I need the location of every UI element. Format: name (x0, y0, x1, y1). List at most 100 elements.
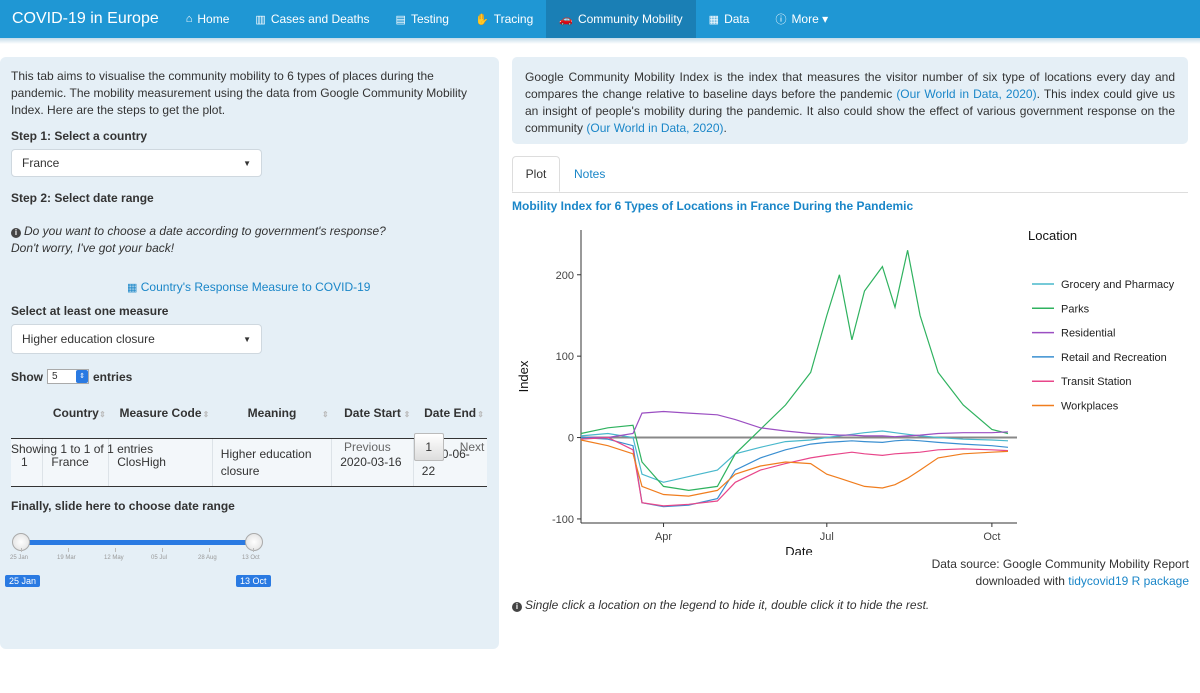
column-header-label: Measure Code (119, 406, 202, 420)
series-line-grocery-and-pharmacy (580, 430, 1009, 483)
entries-label: entries (93, 369, 133, 384)
government-response-note: i Do you want to choose a date according … (11, 223, 386, 257)
table-cell: 1 (11, 438, 43, 487)
column-header (11, 388, 43, 439)
y-tick-label: -100 (552, 514, 574, 526)
y-tick-label: 0 (568, 433, 574, 445)
x-tick-label: Oct (983, 531, 1000, 543)
step2-label: Step 2: Select date range (11, 191, 154, 205)
app-title[interactable]: COVID-19 in Europe (12, 10, 159, 27)
entries-stepper[interactable]: 5 ⇕ (47, 369, 89, 384)
measure-select[interactable]: Higher education closure ▼ (11, 324, 262, 354)
country-select[interactable]: France ▼ (11, 149, 262, 177)
nav-item-cases-and-deaths[interactable]: ▥ Cases and Deaths (242, 0, 382, 38)
home-icon: ⌂ (185, 13, 193, 25)
legend-entry[interactable]: Grocery and Pharmacy (1061, 279, 1175, 291)
legend-title: Location (1028, 228, 1077, 243)
slider-tick-label: 05 Jul (151, 555, 168, 561)
description-panel: Google Community Mobility Index is the i… (512, 57, 1188, 144)
pagination: Previous 1 Next (344, 433, 484, 461)
nav-item-tracing[interactable]: ✋ Tracing (462, 0, 546, 38)
slider-track[interactable] (20, 540, 254, 545)
sort-icon: ⇕ (477, 410, 484, 419)
series-line-retail-and-recreation (580, 436, 1009, 508)
page-1-button[interactable]: 1 (413, 433, 444, 461)
hand-icon: ✋ (474, 13, 489, 26)
legend-hint-text: Single click a location on the legend to… (525, 598, 930, 612)
sort-icon: ⇕ (403, 410, 411, 419)
series-line-residential (581, 410, 1009, 439)
column-header[interactable]: Measure Code ⇕ (108, 388, 213, 439)
stepper-arrows-icon[interactable]: ⇕ (76, 370, 88, 383)
mobility-chart: -100 0 100 200 Apr Jul Oct Date Index Location Gro… (516, 228, 1175, 555)
x-tick-label: Jul (820, 531, 834, 543)
slider-tick-label: 12 May (104, 555, 124, 561)
chevron-down-icon: ▼ (243, 158, 251, 168)
tab-notes[interactable]: Notes (574, 167, 606, 181)
sort-icon: ⇕ (321, 410, 329, 419)
nav-item-testing[interactable]: ▤ Testing (383, 0, 462, 38)
sidebar-panel: This tab aims to visualise the community… (0, 57, 499, 649)
entries-value: 5 (52, 371, 58, 382)
slider-tick-mark (115, 548, 116, 552)
series-line-parks (580, 250, 1009, 492)
nav-item-home[interactable]: ⌂ Home (173, 0, 243, 38)
info-icon: ⓘ (775, 14, 787, 26)
slider-tick-mark (21, 548, 22, 552)
nav-item-label: More ▾ (791, 12, 829, 26)
download-prefix: downloaded with (975, 574, 1069, 588)
column-header-label: Country (52, 406, 99, 420)
desc-part2: . This index could give us an insight of… (525, 87, 1175, 135)
response-section-title: ▦ Country's Response Measure to COVID-19 (127, 280, 370, 294)
column-header[interactable]: Date Start ⇕ (331, 388, 414, 439)
table-cell: ClosHigh (108, 438, 213, 487)
car-icon: 🚗 (559, 13, 573, 26)
bar-chart-icon: ▥ (255, 13, 266, 26)
next-button[interactable]: Next (459, 440, 485, 454)
id-card-icon: ▤ (395, 13, 406, 26)
citation-link-2[interactable]: (Our World in Data, 2020) (586, 121, 724, 135)
legend-entry[interactable]: Parks (1061, 303, 1090, 315)
nav-item-community-mobility[interactable]: 🚗 Community Mobility (546, 0, 696, 38)
citation-link-1[interactable]: (Our World in Data, 2020) (896, 87, 1037, 101)
nav-item-data[interactable]: ▦ Data (696, 0, 763, 38)
column-header[interactable]: Date End ⇕ (413, 388, 487, 439)
column-header[interactable]: Country ⇕ (42, 388, 109, 439)
table-cell: France (42, 438, 109, 487)
slider-from-badge: 25 Jan (5, 575, 41, 587)
tidycovid19-link[interactable]: tidycovid19 R package (1068, 574, 1189, 588)
measure-label: Select at least one measure (11, 304, 169, 318)
slider-tick-mark (68, 548, 69, 552)
slider-tick-mark (162, 548, 163, 552)
note-line2: Don't worry, I've got your back! (11, 241, 175, 255)
slider-tick-mark (253, 548, 254, 552)
slider-handle-to[interactable] (245, 533, 263, 551)
plot-tabs: Plot Notes (512, 156, 1188, 193)
legend-entry[interactable]: Workplaces (1061, 401, 1119, 413)
country-select-value: France (22, 156, 60, 170)
nav-item-label: Data (724, 12, 750, 26)
nav-item-more[interactable]: ⓘ More ▾ (762, 0, 841, 38)
sort-icon: ⇕ (99, 410, 106, 419)
legend-entry[interactable]: Transit Station (1061, 376, 1132, 388)
slider-tick-mark (209, 548, 210, 552)
sort-icon: ⇕ (202, 410, 210, 419)
column-header[interactable]: Meaning ⇕ (212, 388, 332, 439)
table-cell: 2020-03-16 (331, 438, 414, 487)
legend-entry[interactable]: Retail and Recreation (1061, 352, 1167, 364)
previous-button[interactable]: Previous (344, 440, 391, 454)
y-axis-title: Index (516, 360, 531, 392)
note-line1: Do you want to choose a date according t… (24, 224, 386, 238)
nav-item-label: Cases and Deaths (270, 12, 370, 26)
slider-tick-label: 13 Oct (242, 555, 260, 561)
table-header-row: Country ⇕ Measure Code ⇕ Meaning ⇕ Date Start ⇕… (11, 388, 487, 439)
tab-plot[interactable]: Plot (512, 156, 560, 192)
slider-tick-label: 25 Jan (10, 555, 29, 561)
nav-item-label: Testing (410, 12, 449, 26)
slider-tick-label: 28 Aug (198, 555, 217, 561)
x-tick-label: Apr (655, 531, 672, 543)
desc-part3: . (723, 121, 727, 135)
show-label: Show (11, 369, 43, 384)
info-icon: i (11, 228, 21, 238)
legend-entry[interactable]: Residential (1061, 328, 1115, 340)
